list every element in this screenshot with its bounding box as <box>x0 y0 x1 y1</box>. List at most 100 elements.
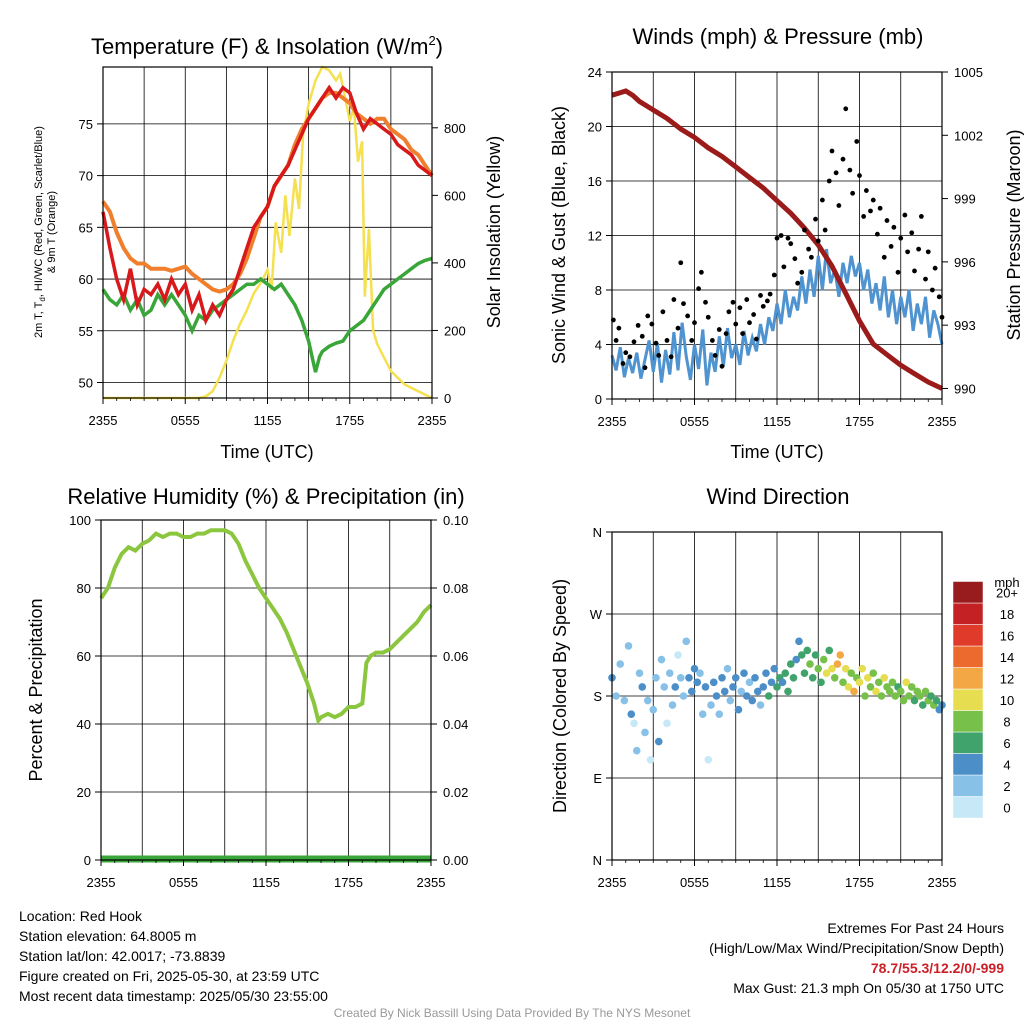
wind-gust-point <box>854 139 860 144</box>
wind-direction-point <box>687 687 696 696</box>
wind-direction-point <box>756 701 765 709</box>
wind-gust-point <box>918 214 924 219</box>
wind-gust-point <box>888 244 894 249</box>
station-location: Location: Red Hook <box>19 908 142 924</box>
wind-direction-point <box>806 660 814 668</box>
wind-direction-point <box>916 692 924 700</box>
wind-gust-point <box>806 246 812 252</box>
wind-gust-point <box>909 230 915 236</box>
wind-gust-point <box>623 350 629 356</box>
winds-panel-title: Winds (mph) & Pressure (mb) <box>633 24 924 49</box>
humidity-xtick-label: 2355 <box>417 875 446 890</box>
wind-gust-point <box>923 276 928 282</box>
wind-direction-point <box>850 687 858 696</box>
wind-gust-point <box>771 272 777 278</box>
temperature-x-label: Time (UTC) <box>220 442 313 462</box>
wind-gust-point <box>857 173 862 178</box>
wind-direction-point <box>627 710 636 719</box>
wind-gust-point <box>891 224 897 230</box>
wind-gust-point <box>696 286 702 292</box>
wind-direction-point <box>720 687 729 696</box>
wind-direction-point <box>693 678 702 687</box>
wind-direction-point <box>698 710 707 719</box>
winds-ytick-label: 24 <box>588 65 602 80</box>
wind-gust-point <box>792 256 798 262</box>
wind-gust-point <box>723 331 729 336</box>
station-latlon: Station lat/lon: 42.0017; -73.8839 <box>19 948 226 964</box>
wind-gust-point <box>719 363 725 369</box>
wind-direction-point <box>663 719 671 728</box>
wind-direction-point <box>896 687 905 696</box>
wind-direction-xtick-label: 0555 <box>680 875 709 890</box>
legend-label: 20+ <box>996 585 1018 600</box>
winds-gridlines <box>612 72 942 399</box>
wind-gust-point <box>902 212 908 218</box>
wind-direction-point <box>660 683 669 691</box>
wind-direction-point <box>841 664 850 673</box>
winds-xtick-label: 2355 <box>598 414 627 429</box>
wind-gust-point <box>850 190 856 196</box>
wind-direction-point <box>869 669 878 678</box>
temperature-y2tick-label: 0 <box>444 391 451 406</box>
wind-direction-point <box>624 642 633 650</box>
wind-direction-point <box>704 755 713 764</box>
wind-direction-point <box>918 701 927 709</box>
wind-gust-point <box>785 235 791 241</box>
wind-direction-point <box>789 673 798 682</box>
wind-gust-point <box>747 320 752 326</box>
wind-gust-point <box>635 323 641 328</box>
legend-label: 4 <box>1003 757 1010 772</box>
wind-direction-point <box>877 692 886 700</box>
wind-gust-point <box>642 365 648 371</box>
wind-direction-point <box>620 696 629 705</box>
winds-ytick-label: 16 <box>588 174 602 189</box>
wind-gust-point <box>870 197 876 203</box>
wind-direction-point <box>759 683 768 691</box>
wind-direction-xtick-label: 1155 <box>763 875 791 890</box>
wind-gust-point <box>668 354 674 360</box>
legend-swatch <box>952 731 984 754</box>
wind-direction-point <box>770 664 779 673</box>
legend-swatch <box>952 667 984 690</box>
wind-direction-point <box>839 678 847 687</box>
winds-axes: 0 4 8 12 16 20 24 990 993 996 999 1002 1005 2355 0555 1… <box>588 65 983 429</box>
winds-series <box>610 88 945 391</box>
legend-label: 8 <box>1003 714 1010 729</box>
wind-direction-point <box>630 719 638 728</box>
wind-gust-point <box>737 305 743 311</box>
wind-gust-point <box>877 205 883 211</box>
wind-direction-point <box>902 678 911 687</box>
wind-direction-point <box>674 651 682 659</box>
wind-direction-point <box>612 692 620 700</box>
legend-swatch <box>952 602 984 625</box>
wind-gust-point <box>895 269 901 275</box>
temperature-ytick-label: 60 <box>79 272 93 287</box>
wind-gust-point <box>874 231 880 237</box>
wind-gust-point <box>660 309 666 315</box>
wind-direction-point <box>833 660 842 668</box>
temperature-ytick-label: 75 <box>79 117 93 132</box>
temperature-panel-title: Temperature (F) & Insolation (W/m2) <box>91 33 443 59</box>
wind-gust-point <box>712 353 718 358</box>
temperature-gridlines <box>103 67 432 398</box>
wind-direction-point <box>665 669 674 678</box>
wind-gust-point <box>781 264 787 270</box>
wind-direction-point <box>707 701 715 709</box>
wind-gust-point <box>678 260 684 266</box>
temperature-xtick-label: 2355 <box>418 413 447 428</box>
wind-gust-point <box>733 321 739 327</box>
winds-y2tick-label: 990 <box>954 381 976 396</box>
wind-gust-point <box>698 269 704 275</box>
wind-direction-point <box>819 655 828 664</box>
wind-direction-point <box>861 692 869 700</box>
winds-xtick-label: 1755 <box>845 414 874 429</box>
wind-gust-point <box>613 338 619 343</box>
wind-gust-point <box>829 148 835 154</box>
wind-gust-point <box>726 309 732 315</box>
wind-speed-legend-title: mph <box>994 575 1019 590</box>
wind-gust-point <box>703 299 708 305</box>
legend-swatch <box>952 796 984 819</box>
wind-direction-point <box>814 664 823 673</box>
wind-gust-point <box>709 338 715 343</box>
wind-direction-point <box>767 678 776 687</box>
